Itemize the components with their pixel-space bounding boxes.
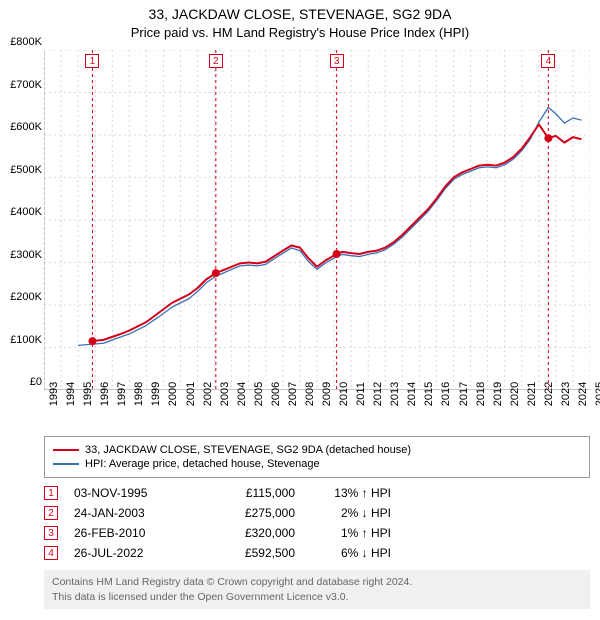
chart-title: 33, JACKDAW CLOSE, STEVENAGE, SG2 9DA <box>0 6 600 22</box>
x-axis-label: 2003 <box>219 382 231 406</box>
chart-footer: Contains HM Land Registry data © Crown c… <box>44 570 590 609</box>
x-axis-label: 2012 <box>372 382 384 406</box>
transaction-diff: 1% ↑ HPI <box>311 526 391 540</box>
chart-marker: 4 <box>541 54 555 68</box>
x-axis-label: 2005 <box>253 382 265 406</box>
x-axis-labels: 1993199419951996199719981999200020012002… <box>44 390 590 434</box>
x-axis-label: 1999 <box>150 382 162 406</box>
legend-swatch <box>53 449 79 451</box>
x-axis-label: 1997 <box>116 382 128 406</box>
chart-titles: 33, JACKDAW CLOSE, STEVENAGE, SG2 9DA Pr… <box>0 0 600 44</box>
x-axis-label: 2021 <box>526 382 538 406</box>
transaction-marker: 1 <box>44 486 58 500</box>
x-axis-label: 2013 <box>389 382 401 406</box>
transaction-diff: 13% ↑ HPI <box>311 486 391 500</box>
x-axis-label: 2020 <box>509 382 521 406</box>
y-axis-label: £600K <box>10 121 42 133</box>
x-axis-label: 2006 <box>270 382 282 406</box>
x-axis-label: 2002 <box>202 382 214 406</box>
transaction-diff: 2% ↓ HPI <box>311 506 391 520</box>
y-axis-label: £100K <box>10 334 42 346</box>
x-axis-label: 2018 <box>475 382 487 406</box>
legend-item: HPI: Average price, detached house, Stev… <box>53 458 581 470</box>
x-axis-label: 2001 <box>185 382 197 406</box>
transaction-date: 26-FEB-2010 <box>74 526 189 540</box>
chart-subtitle: Price paid vs. HM Land Registry's House … <box>0 25 600 40</box>
x-axis-label: 2000 <box>167 382 179 406</box>
chart-marker: 3 <box>330 54 344 68</box>
x-axis-label: 2015 <box>423 382 435 406</box>
y-axis-label: £400K <box>10 206 42 218</box>
x-axis-label: 2008 <box>304 382 316 406</box>
transaction-date: 26-JUL-2022 <box>74 546 189 560</box>
footer-line: Contains HM Land Registry data © Crown c… <box>52 575 582 590</box>
chart-svg <box>44 50 590 390</box>
legend-swatch <box>53 463 79 465</box>
transactions-table: 1 03-NOV-1995 £115,000 13% ↑ HPI 2 24-JAN-200… <box>44 486 590 560</box>
chart-plot-area: 1 2 3 4 <box>44 50 590 390</box>
transaction-diff: 6% ↓ HPI <box>311 546 391 560</box>
transaction-price: £592,500 <box>205 546 295 560</box>
x-axis-label: 1994 <box>65 382 77 406</box>
x-axis-label: 2016 <box>440 382 452 406</box>
legend-label: HPI: Average price, detached house, Stev… <box>85 458 320 470</box>
x-axis-label: 1998 <box>133 382 145 406</box>
chart-legend: 33, JACKDAW CLOSE, STEVENAGE, SG2 9DA (d… <box>44 436 590 478</box>
transaction-row: 4 26-JUL-2022 £592,500 6% ↓ HPI <box>44 546 590 560</box>
y-axis-labels: £0£100K£200K£300K£400K£500K£600K£700K£80… <box>6 42 42 384</box>
y-axis-label: £800K <box>10 36 42 48</box>
transaction-marker: 3 <box>44 526 58 540</box>
y-axis-label: £300K <box>10 249 42 261</box>
x-axis-label: 2019 <box>492 382 504 406</box>
legend-item: 33, JACKDAW CLOSE, STEVENAGE, SG2 9DA (d… <box>53 444 581 456</box>
footer-line: This data is licensed under the Open Gov… <box>52 590 582 605</box>
x-axis-label: 2009 <box>321 382 333 406</box>
transaction-date: 03-NOV-1995 <box>74 486 189 500</box>
x-axis-label: 2017 <box>458 382 470 406</box>
x-axis-label: 2023 <box>560 382 572 406</box>
transaction-marker: 2 <box>44 506 58 520</box>
x-axis-label: 1996 <box>99 382 111 406</box>
transaction-row: 3 26-FEB-2010 £320,000 1% ↑ HPI <box>44 526 590 540</box>
transaction-date: 24-JAN-2003 <box>74 506 189 520</box>
legend-label: 33, JACKDAW CLOSE, STEVENAGE, SG2 9DA (d… <box>85 444 411 456</box>
transaction-row: 2 24-JAN-2003 £275,000 2% ↓ HPI <box>44 506 590 520</box>
x-axis-label: 2004 <box>236 382 248 406</box>
x-axis-label: 2007 <box>287 382 299 406</box>
y-axis-label: £0 <box>30 376 42 388</box>
transaction-row: 1 03-NOV-1995 £115,000 13% ↑ HPI <box>44 486 590 500</box>
x-axis-label: 1993 <box>48 382 60 406</box>
chart-container: 33, JACKDAW CLOSE, STEVENAGE, SG2 9DA Pr… <box>0 0 600 620</box>
transaction-price: £275,000 <box>205 506 295 520</box>
transaction-price: £320,000 <box>205 526 295 540</box>
x-axis-label: 1995 <box>82 382 94 406</box>
chart-marker: 1 <box>85 54 99 68</box>
transaction-marker: 4 <box>44 546 58 560</box>
x-axis-label: 2014 <box>406 382 418 406</box>
x-axis-label: 2024 <box>577 382 589 406</box>
chart-marker: 2 <box>209 54 223 68</box>
y-axis-label: £500K <box>10 164 42 176</box>
transaction-price: £115,000 <box>205 486 295 500</box>
x-axis-label: 2011 <box>355 382 367 406</box>
x-axis-label: 2022 <box>543 382 555 406</box>
x-axis-label: 2010 <box>338 382 350 406</box>
y-axis-label: £200K <box>10 291 42 303</box>
y-axis-label: £700K <box>10 79 42 91</box>
x-axis-label: 2025 <box>594 382 600 406</box>
